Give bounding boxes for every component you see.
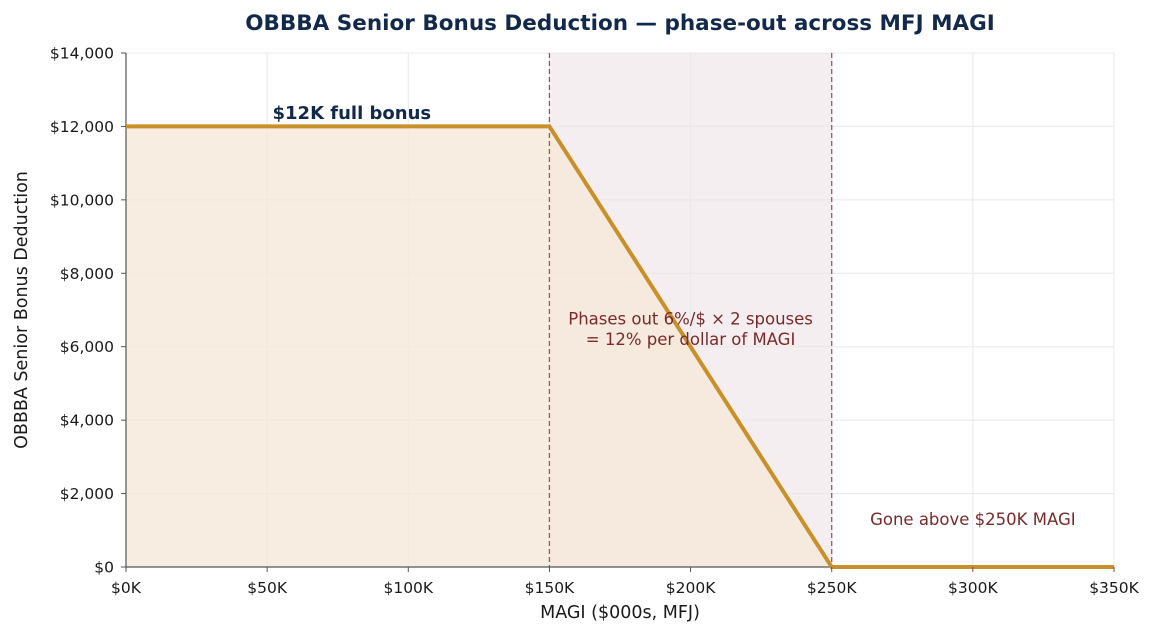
tick-layer: $0K $50K $100K $150K $200K $250K $300K $350K $0 $… xyxy=(50,45,1140,598)
x-tick-label-7: $350K xyxy=(1089,579,1139,597)
x-tick-label-5: $250K xyxy=(807,579,857,597)
annotation-phaseout-line1: Phases out 6%/$ × 2 spouses xyxy=(568,310,813,329)
annotation-phaseout-line2: = 12% per dollar of MAGI xyxy=(586,330,796,349)
x-tick-label-0: $0K xyxy=(111,579,142,597)
x-tick-label-1: $50K xyxy=(247,579,288,597)
y-axis-title: OBBBA Senior Bonus Deduction xyxy=(12,171,32,449)
x-tick-label-3: $150K xyxy=(525,579,575,597)
phaseout-boundary-layer xyxy=(548,53,833,567)
series-area-fill-0 xyxy=(126,126,1114,567)
y-tick-label-5: $10,000 xyxy=(50,191,114,209)
annotation-layer: $12K full bonus Phases out 6%/$ × 2 spou… xyxy=(273,103,1076,529)
chart-title: OBBBA Senior Bonus Deduction — phase-out… xyxy=(245,11,995,36)
x-tick-label-6: $300K xyxy=(948,579,998,597)
fill-layer xyxy=(126,126,1114,567)
y-tick-label-6: $12,000 xyxy=(50,118,114,136)
y-tick-label-7: $14,000 xyxy=(50,45,114,63)
y-tick-label-2: $4,000 xyxy=(60,412,114,430)
y-tick-label-4: $8,000 xyxy=(60,265,114,283)
y-tick-label-0: $0 xyxy=(94,559,114,577)
annotation-gone: Gone above $250K MAGI xyxy=(870,510,1076,529)
x-tick-label-2: $100K xyxy=(383,579,433,597)
y-tick-label-1: $2,000 xyxy=(60,485,114,503)
x-axis-title: MAGI ($000s, MFJ) xyxy=(540,603,700,623)
x-tick-label-4: $200K xyxy=(666,579,716,597)
annotation-full-bonus: $12K full bonus xyxy=(273,103,432,124)
y-tick-label-3: $6,000 xyxy=(60,338,114,356)
